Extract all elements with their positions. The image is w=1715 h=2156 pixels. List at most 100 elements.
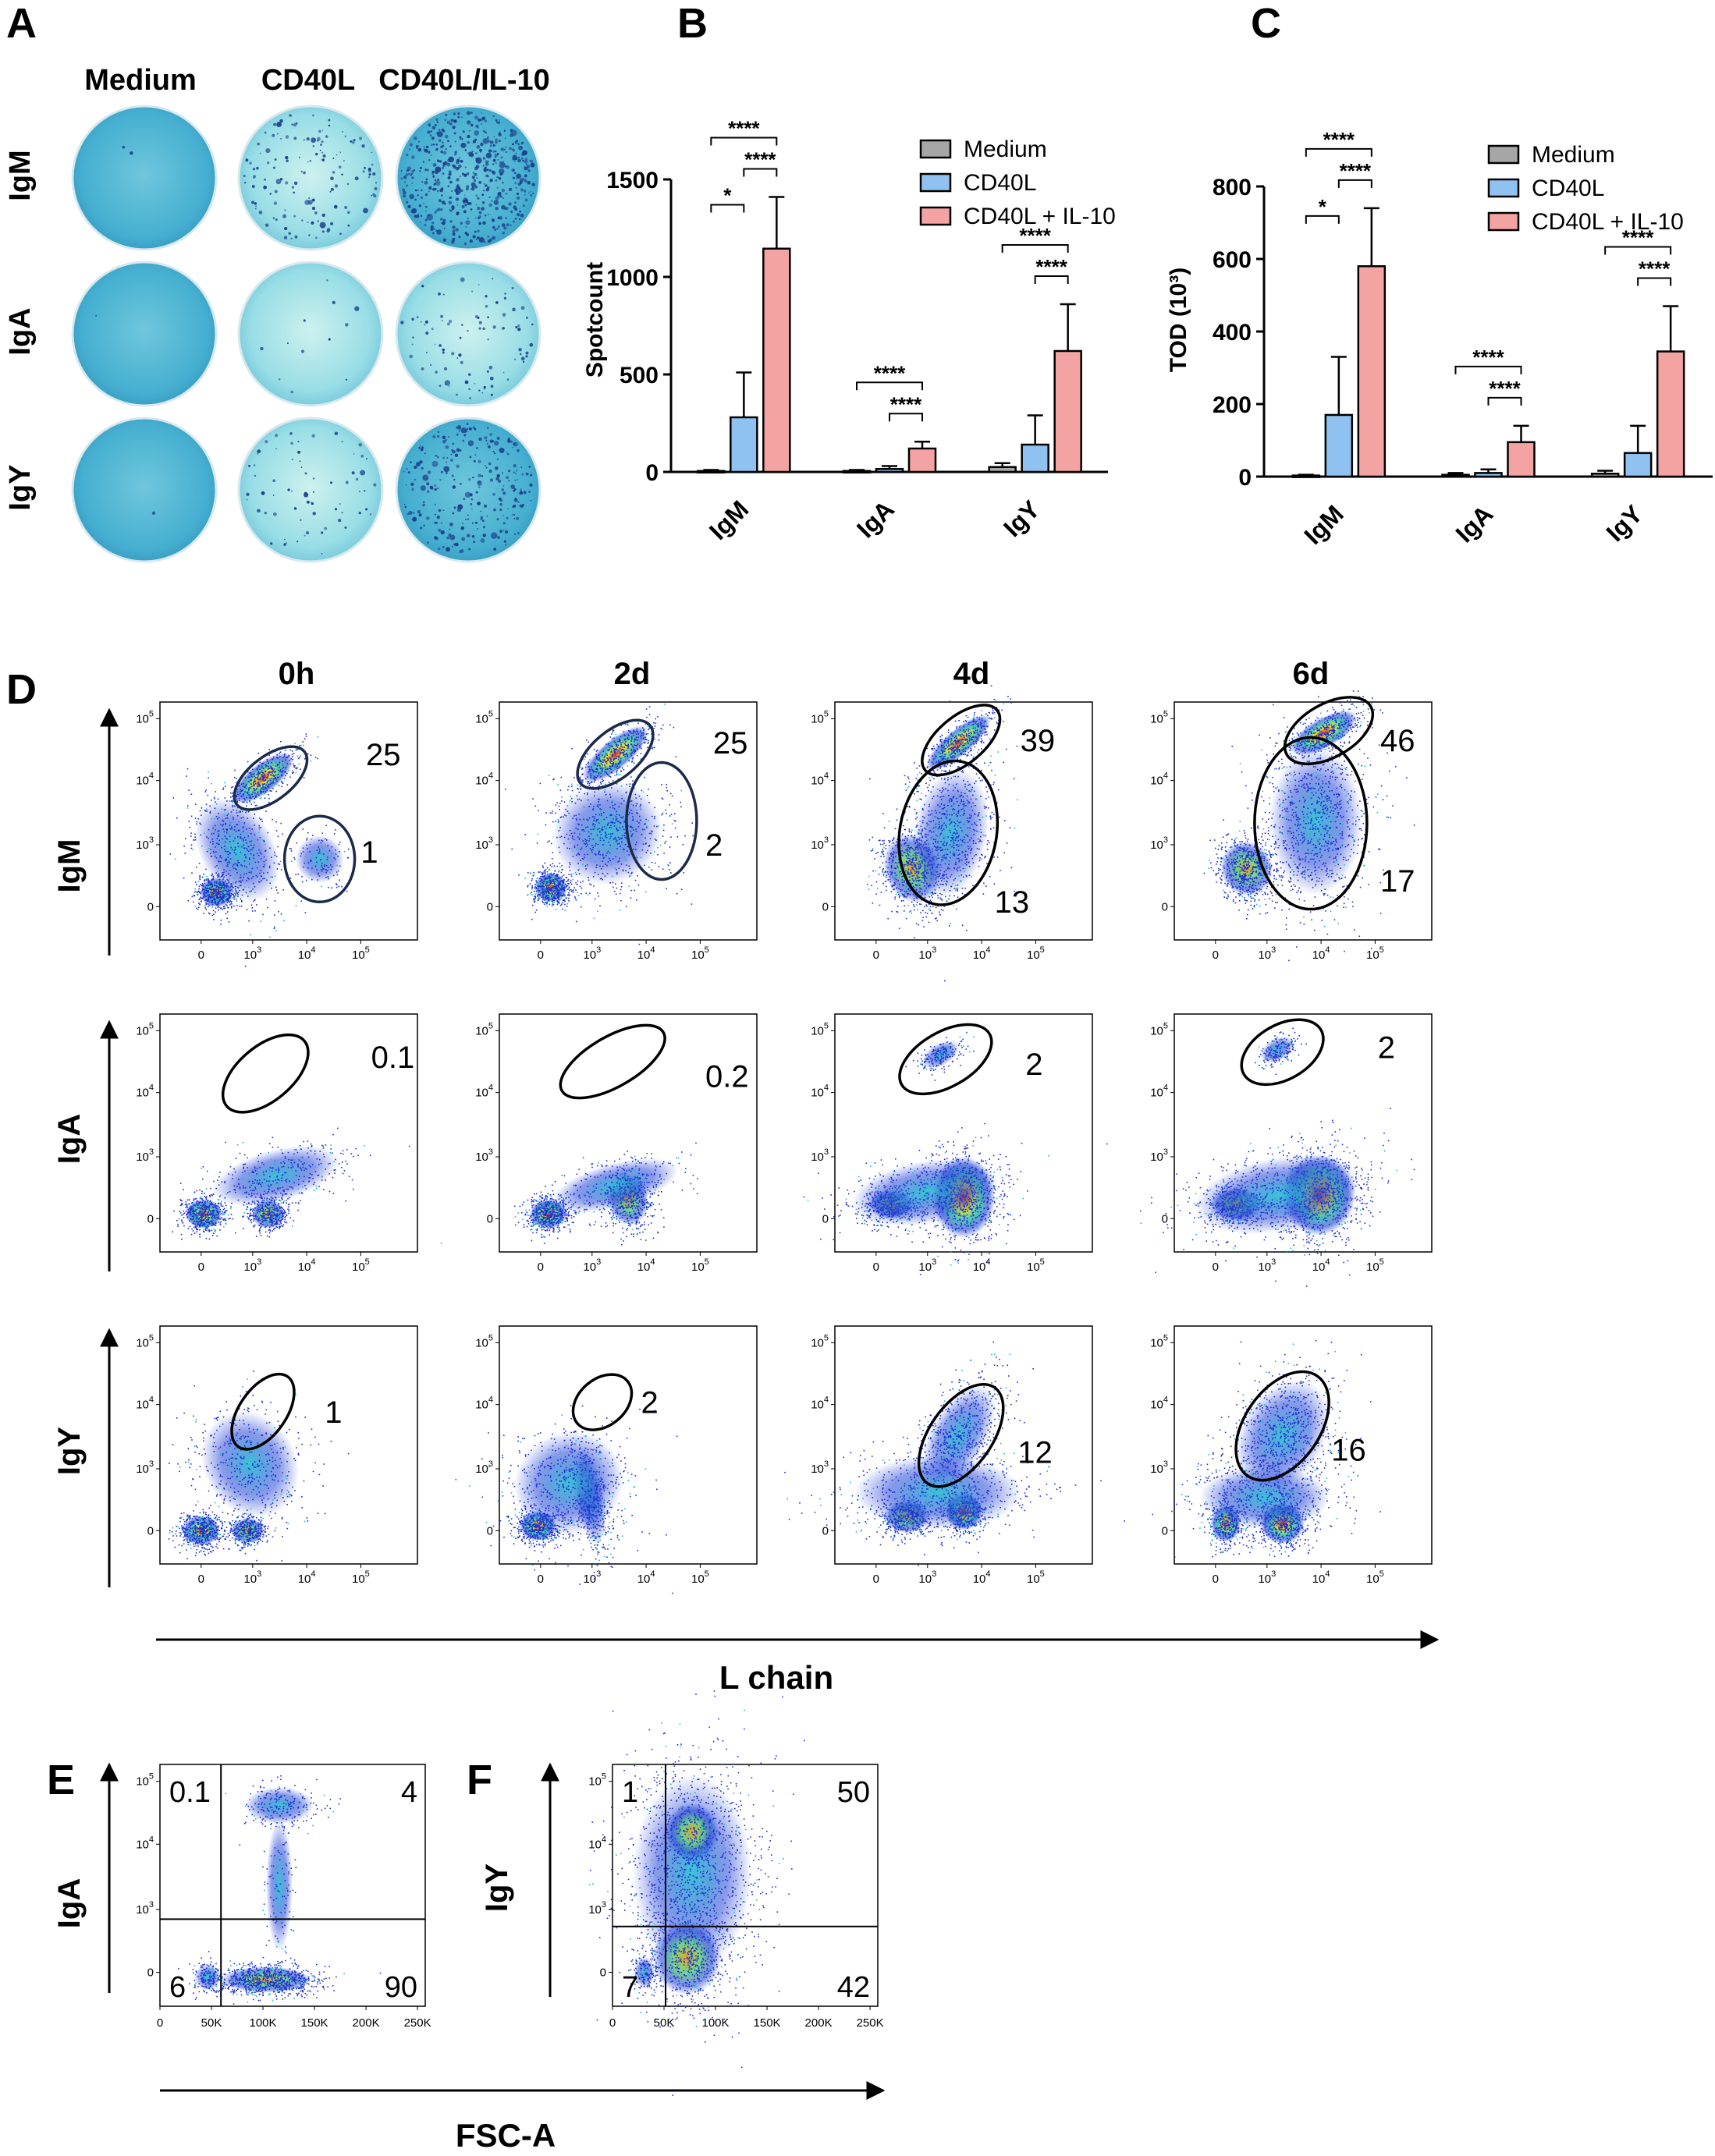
event-dot bbox=[240, 851, 242, 853]
event-dot bbox=[605, 832, 606, 833]
event-dot bbox=[644, 864, 645, 867]
event-dot bbox=[317, 736, 319, 738]
plate-spot bbox=[505, 151, 508, 154]
plate-spot bbox=[460, 482, 462, 485]
plate-spot bbox=[507, 469, 511, 473]
event-dot bbox=[268, 865, 271, 867]
event-dot bbox=[254, 778, 256, 780]
event-dot bbox=[628, 812, 630, 814]
event-dot bbox=[217, 830, 219, 832]
plate-spot bbox=[297, 450, 300, 454]
y-tick-label: 1500 bbox=[606, 168, 659, 193]
plate-spot bbox=[487, 214, 489, 215]
event-dot bbox=[210, 885, 211, 886]
event-dot bbox=[559, 866, 561, 868]
event-dot bbox=[261, 790, 263, 793]
event-dot bbox=[229, 897, 231, 899]
event-dot bbox=[318, 852, 321, 854]
y-tick-label: 104 bbox=[811, 771, 829, 788]
event-dot bbox=[248, 781, 250, 783]
col-header-medium: Medium bbox=[84, 64, 197, 97]
event-dot bbox=[310, 860, 311, 863]
event-dot bbox=[648, 727, 650, 729]
event-dot bbox=[569, 830, 571, 832]
event-dot bbox=[209, 842, 211, 843]
event-dot bbox=[267, 776, 268, 778]
bar-igy-2 bbox=[1656, 350, 1685, 478]
plate-spot bbox=[524, 179, 527, 183]
event-dot bbox=[211, 914, 214, 917]
event-dot bbox=[616, 770, 618, 771]
event-dot bbox=[968, 735, 971, 736]
event-dot bbox=[595, 750, 598, 752]
event-dot bbox=[619, 910, 621, 911]
event-dot bbox=[272, 771, 274, 772]
event-dot bbox=[639, 746, 641, 749]
event-dot bbox=[533, 871, 534, 874]
elispot-plates bbox=[71, 105, 541, 563]
event-dot bbox=[278, 768, 279, 770]
sig-label: **** bbox=[1035, 255, 1067, 278]
event-dot bbox=[238, 829, 240, 832]
event-dot bbox=[248, 789, 250, 791]
event-dot bbox=[256, 853, 258, 855]
event-dot bbox=[254, 775, 255, 777]
event-dot bbox=[680, 801, 681, 803]
plate-spot bbox=[424, 320, 428, 324]
event-dot bbox=[236, 793, 238, 795]
event-dot bbox=[615, 839, 617, 841]
plate-spot bbox=[527, 169, 531, 172]
event-dot bbox=[258, 824, 260, 827]
event-dot bbox=[552, 892, 554, 893]
plate-spot bbox=[451, 207, 455, 210]
plate-spot bbox=[479, 148, 482, 152]
y-tick-label: 500 bbox=[620, 363, 659, 388]
plate-spot bbox=[329, 481, 333, 484]
event-dot bbox=[601, 799, 602, 800]
event-dot bbox=[553, 886, 556, 888]
event-dot bbox=[959, 745, 961, 746]
event-dot bbox=[582, 840, 584, 842]
event-dot bbox=[939, 761, 941, 763]
event-dot bbox=[640, 747, 642, 750]
plate-spot bbox=[484, 435, 488, 440]
event-dot bbox=[653, 722, 655, 724]
event-dot bbox=[331, 887, 332, 889]
event-dot bbox=[614, 803, 616, 806]
event-dot bbox=[330, 868, 332, 871]
event-dot bbox=[620, 746, 622, 747]
event-dot bbox=[204, 889, 207, 892]
event-dot bbox=[591, 769, 594, 771]
plate-spot bbox=[474, 130, 480, 136]
plate-spot bbox=[502, 197, 504, 199]
event-dot bbox=[321, 864, 323, 867]
plate-spot bbox=[525, 351, 529, 355]
plate-spot bbox=[95, 314, 98, 317]
event-dot bbox=[543, 899, 545, 901]
event-dot bbox=[211, 879, 212, 881]
plate-spot bbox=[410, 461, 412, 464]
event-dot bbox=[564, 900, 566, 902]
event-dot bbox=[568, 897, 570, 899]
event-dot bbox=[246, 880, 248, 881]
event-dot bbox=[256, 774, 258, 775]
plate-spot bbox=[520, 306, 525, 310]
plate-spot bbox=[478, 437, 482, 441]
event-dot bbox=[614, 867, 616, 870]
event-dot bbox=[305, 879, 307, 881]
event-dot bbox=[527, 886, 529, 888]
event-dot bbox=[547, 877, 549, 878]
event-dot bbox=[281, 771, 283, 773]
plate-spot bbox=[489, 376, 494, 381]
event-dot bbox=[194, 881, 197, 883]
event-dot bbox=[225, 832, 228, 834]
plate-spot bbox=[426, 482, 430, 486]
event-dot bbox=[616, 839, 618, 842]
event-dot bbox=[676, 893, 678, 895]
event-dot bbox=[630, 810, 632, 811]
event-dot bbox=[661, 814, 662, 816]
event-dot bbox=[634, 740, 635, 743]
event-dot bbox=[596, 770, 598, 772]
event-dot bbox=[612, 758, 615, 760]
plate-spot bbox=[491, 200, 493, 202]
